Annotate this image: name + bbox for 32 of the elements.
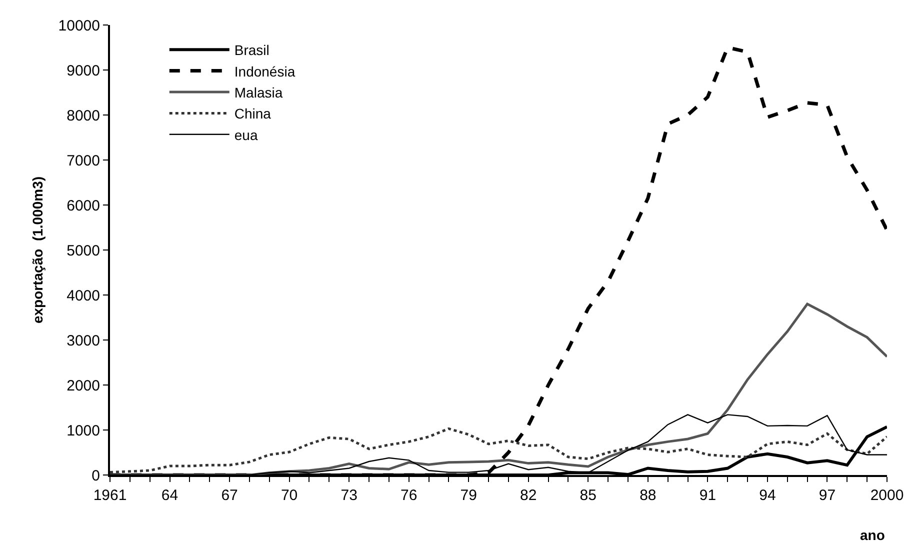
y-tick-label: 2000 [66,377,100,394]
y-tick-label: 4000 [66,287,100,304]
y-axis-title: exportação (1.000m3) [29,176,46,324]
x-tick-label: 88 [640,487,656,504]
x-tick-label: 85 [580,487,596,504]
x-tick-label: 73 [340,487,358,504]
x-tick-label: 67 [221,487,238,504]
y-tick-label: 6000 [66,197,100,214]
y-tick-label: 8000 [66,107,100,124]
x-tick-label: 70 [280,487,298,504]
x-axis-title: ano [860,527,885,543]
y-tick-label: 5000 [66,242,100,260]
y-tick-label: 1000 [66,422,100,440]
legend-label: China [234,106,272,122]
legend-label: Malasia [234,84,283,100]
x-tick-label: 1961 [93,487,127,504]
y-tick-label: 10000 [58,17,100,34]
x-tick-label: 82 [520,487,537,504]
legend-label: Indonésia [234,63,296,80]
legend-label: eua [234,126,258,143]
x-tick-label: 97 [818,487,836,504]
x-tick-label: 64 [161,487,178,504]
y-tick-label: 7000 [66,152,100,170]
x-tick-label: 76 [400,487,418,504]
x-tick-label: 79 [460,487,477,504]
x-tick-label: 94 [759,487,776,504]
y-tick-label: 9000 [66,62,100,80]
x-tick-label: 91 [699,487,716,504]
legend-label: Brasil [234,42,270,58]
y-tick-label: 0 [92,467,100,484]
x-tick-label: 2000 [870,487,904,504]
y-tick-label: 3000 [66,332,100,350]
